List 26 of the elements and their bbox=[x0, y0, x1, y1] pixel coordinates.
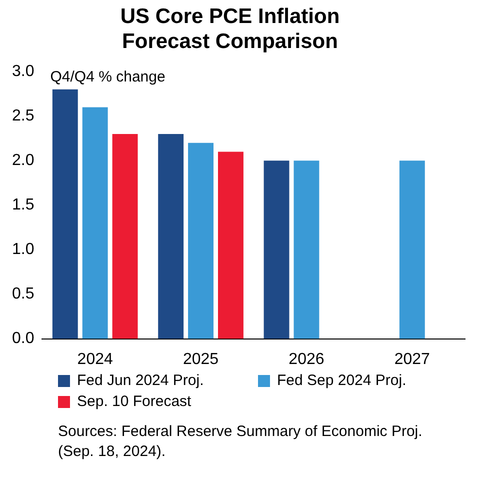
bar bbox=[218, 152, 244, 339]
x-tick-label: 2027 bbox=[394, 350, 430, 368]
y-tick-label: 1.0 bbox=[12, 241, 34, 258]
bar bbox=[158, 134, 184, 339]
bar bbox=[294, 160, 320, 339]
legend-label: Sep. 10 Forecast bbox=[77, 393, 192, 410]
y-tick-label: 1.5 bbox=[12, 196, 34, 214]
y-tick-label: 0.0 bbox=[12, 330, 34, 348]
x-tick-label: 2024 bbox=[77, 350, 113, 368]
bar bbox=[188, 142, 214, 339]
x-tick-label: 2026 bbox=[288, 350, 324, 368]
bar bbox=[264, 160, 290, 339]
y-tick-label: 2.0 bbox=[12, 152, 34, 170]
y-tick-label: 2.5 bbox=[12, 108, 34, 125]
bar bbox=[52, 89, 78, 339]
source-note: Sources: Federal Reserve Summary of Economic Proj. (Sep. 18, 2024). bbox=[58, 422, 424, 462]
legend-label: Fed Jun 2024 Proj. bbox=[77, 372, 204, 389]
x-tick-label: 2025 bbox=[182, 350, 219, 368]
y-tick-label: 3.0 bbox=[12, 63, 34, 80]
legend-label: Fed Sep 2024 Proj. bbox=[277, 372, 406, 389]
bar bbox=[399, 160, 425, 339]
bar bbox=[82, 107, 108, 339]
y-tick-label: 0.5 bbox=[12, 286, 34, 303]
chart-title: US Core PCE Inflation Forecast Comparison bbox=[119, 4, 341, 54]
bar bbox=[112, 134, 138, 339]
y-axis-title: Q4/Q4 % change bbox=[50, 68, 166, 86]
